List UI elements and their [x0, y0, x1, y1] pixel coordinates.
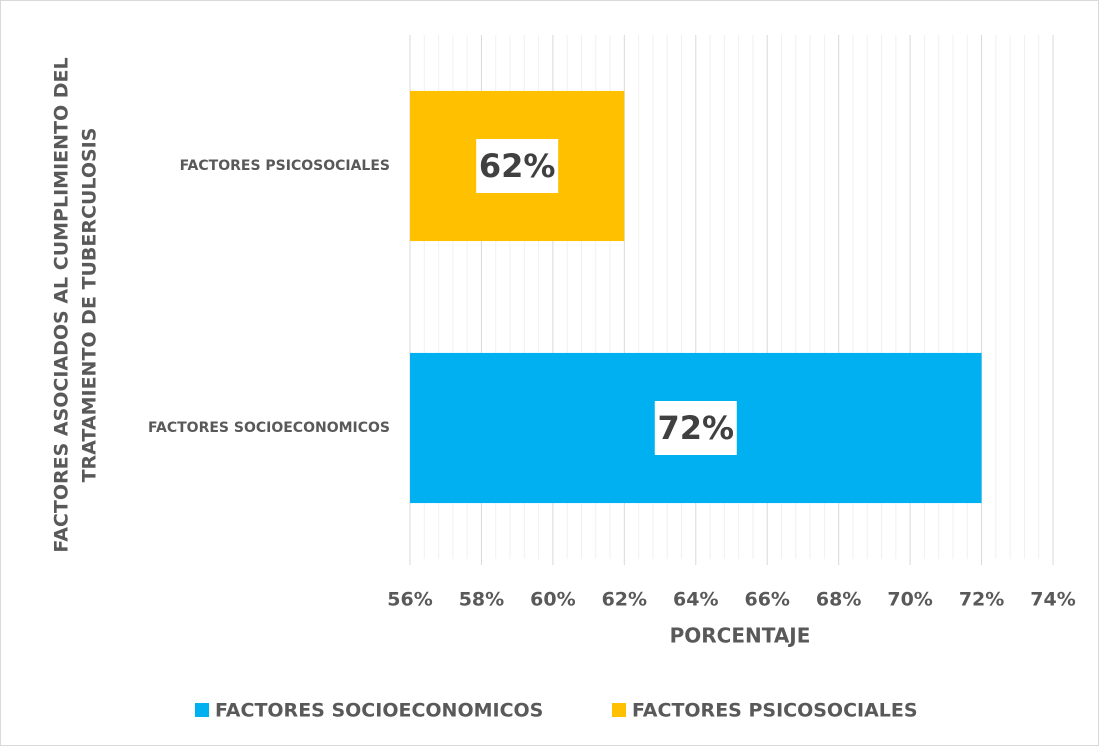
y-axis-title: TRATAMIENTO DE TUBERCULOSIS — [79, 128, 101, 483]
value-label-box — [476, 139, 559, 193]
x-tick-label: 64% — [673, 589, 718, 611]
x-tick-label: 70% — [887, 589, 932, 611]
x-tick-label: 56% — [387, 589, 432, 611]
x-tick-label: 74% — [1030, 589, 1075, 611]
value-label: 72% — [657, 409, 734, 447]
legend-label: FACTORES PSICOSOCIALES — [632, 700, 918, 722]
x-tick-label: 68% — [816, 589, 861, 611]
y-tick-label: FACTORES SOCIOECONOMICOS — [148, 420, 390, 436]
y-axis-title: FACTORES ASOCIADOS AL CUMPLIMIENTO DEL — [51, 57, 73, 552]
x-axis-title: PORCENTAJE — [670, 624, 811, 648]
x-tick-label: 66% — [744, 589, 789, 611]
legend-swatch — [612, 703, 626, 717]
legend-swatch — [195, 703, 209, 717]
value-label: 62% — [479, 147, 556, 185]
value-label-box — [654, 401, 737, 455]
x-tick-label: 60% — [530, 589, 575, 611]
y-tick-label: FACTORES PSICOSOCIALES — [180, 158, 390, 174]
x-tick-label: 62% — [602, 589, 647, 611]
x-tick-label: 58% — [459, 589, 504, 611]
x-tick-label: 72% — [959, 589, 1004, 611]
legend-label: FACTORES SOCIOECONOMICOS — [215, 700, 543, 722]
